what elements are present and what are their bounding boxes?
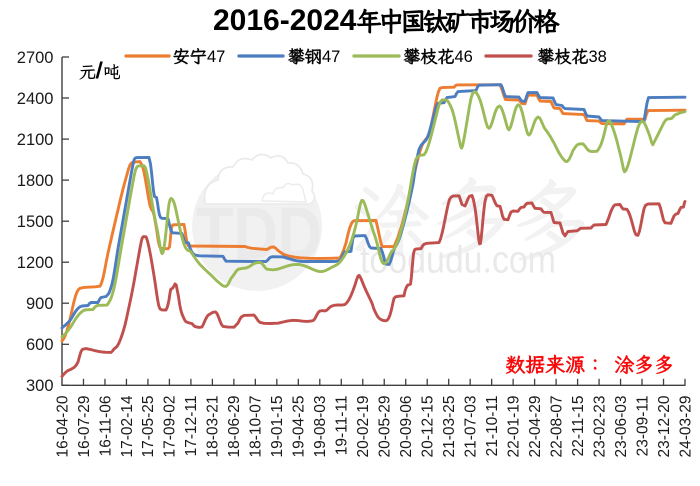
svg-text:1800: 1800 (17, 172, 54, 190)
svg-text:18-06-29: 18-06-29 (226, 396, 243, 458)
svg-text:17-12-11: 17-12-11 (183, 396, 200, 457)
svg-text:19-01-15: 19-01-15 (269, 396, 286, 458)
svg-text:2016-2024: 2016-2024 (213, 4, 357, 37)
svg-text:17-05-25: 17-05-25 (140, 396, 157, 458)
svg-text:16-11-06: 16-11-06 (97, 396, 114, 457)
svg-text:38: 38 (589, 48, 607, 66)
svg-text:23-02-23: 23-02-23 (591, 396, 608, 458)
svg-text:20-12-15: 20-12-15 (420, 396, 437, 458)
svg-text:16-07-29: 16-07-29 (76, 396, 93, 458)
svg-text:18-03-21: 18-03-21 (205, 396, 222, 458)
svg-text:2400: 2400 (17, 90, 54, 108)
svg-text:17-02-14: 17-02-14 (119, 395, 136, 457)
svg-text:20-05-29: 20-05-29 (377, 396, 394, 458)
svg-text:18-10-07: 18-10-07 (248, 396, 265, 458)
svg-text:22-04-29: 22-04-29 (527, 396, 544, 458)
svg-text:19-08-03: 19-08-03 (312, 396, 329, 458)
svg-text:17-09-02: 17-09-02 (162, 396, 179, 458)
svg-text:20-09-06: 20-09-06 (398, 396, 415, 458)
svg-text:1200: 1200 (17, 254, 54, 272)
svg-text:2100: 2100 (17, 131, 54, 149)
svg-text:21-03-25: 21-03-25 (441, 396, 458, 458)
svg-text:47: 47 (322, 48, 340, 66)
svg-text:22-11-15: 22-11-15 (570, 396, 587, 457)
svg-text:22-08-07: 22-08-07 (548, 396, 565, 458)
svg-text:300: 300 (26, 377, 54, 395)
svg-text:1500: 1500 (17, 213, 54, 231)
svg-text:19-04-25: 19-04-25 (291, 396, 308, 458)
svg-text:20-02-19: 20-02-19 (355, 396, 372, 458)
svg-text:21-10-11: 21-10-11 (484, 396, 501, 457)
svg-text:22-01-19: 22-01-19 (505, 396, 522, 458)
svg-text:900: 900 (26, 295, 54, 313)
svg-text:16-04-20: 16-04-20 (54, 395, 71, 457)
svg-text:23-09-11: 23-09-11 (634, 396, 651, 457)
svg-text:600: 600 (26, 336, 54, 354)
svg-text:2700: 2700 (17, 49, 54, 67)
svg-text:19-11-11: 19-11-11 (334, 396, 351, 456)
svg-text:23-06-03: 23-06-03 (613, 396, 630, 458)
svg-text:47: 47 (207, 48, 225, 66)
svg-text:46: 46 (455, 48, 473, 66)
svg-text:24-03-29: 24-03-29 (677, 396, 694, 458)
svg-text:21-07-03: 21-07-03 (462, 396, 479, 458)
svg-text:23-12-20: 23-12-20 (656, 395, 673, 457)
